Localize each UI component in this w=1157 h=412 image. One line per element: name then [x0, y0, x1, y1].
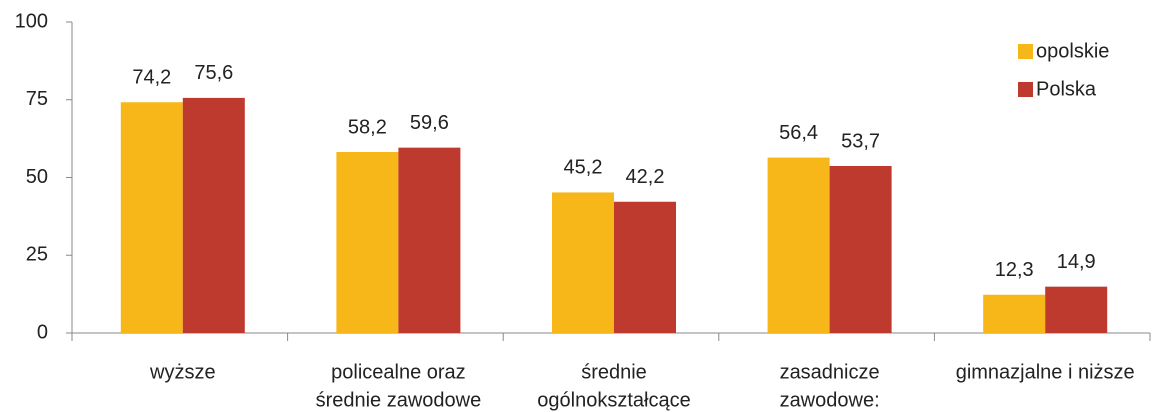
value-label: 45,2: [564, 157, 603, 179]
bar: [767, 157, 830, 333]
legend-label: opolskie: [1036, 40, 1109, 62]
x-tick-label: ogólnokształcące: [537, 389, 690, 411]
legend-swatch: [1018, 82, 1033, 97]
value-label: 53,7: [841, 130, 880, 152]
y-tick-label: 75: [26, 88, 48, 110]
value-label: 12,3: [995, 259, 1034, 281]
bar: [1045, 286, 1108, 333]
y-tick-label: 50: [26, 166, 48, 188]
bar: [614, 201, 676, 333]
x-tick-label: średnie: [581, 361, 647, 383]
x-tick-label: zawodowe:: [780, 389, 880, 411]
bar: [120, 102, 183, 333]
x-tick-label: średnie zawodowe: [316, 389, 482, 411]
legend-label: Polska: [1036, 78, 1097, 100]
y-tick-label: 25: [26, 244, 48, 266]
bar: [983, 294, 1046, 333]
value-label: 56,4: [779, 122, 818, 144]
value-label: 14,9: [1057, 251, 1096, 273]
bar: [398, 147, 461, 333]
legend-swatch: [1018, 44, 1033, 59]
bar: [182, 97, 245, 333]
value-label: 75,6: [194, 62, 233, 84]
bar: [829, 165, 892, 333]
x-tick-label: policealne oraz: [331, 361, 466, 383]
value-label: 42,2: [626, 166, 665, 188]
value-label: 74,2: [132, 67, 171, 89]
y-tick-label: 0: [37, 321, 48, 343]
x-tick-label: wyższe: [149, 361, 216, 383]
bar: [552, 192, 614, 333]
bar: [336, 151, 399, 333]
x-tick-label: gimnazjalne i niższe: [956, 361, 1135, 383]
x-tick-label: zasadnicze: [780, 361, 880, 383]
value-label: 59,6: [410, 112, 449, 134]
y-tick-label: 100: [15, 10, 48, 32]
value-label: 58,2: [348, 116, 387, 138]
